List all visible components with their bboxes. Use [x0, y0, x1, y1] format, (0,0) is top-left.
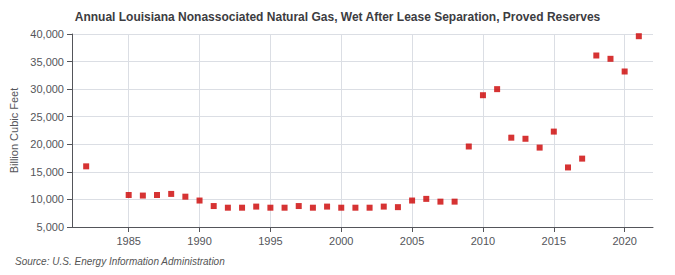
- svg-text:2000: 2000: [329, 235, 353, 247]
- svg-text:Source: U.S. Energy Informatio: Source: U.S. Energy Information Administ…: [15, 256, 225, 267]
- svg-text:5,000: 5,000: [36, 221, 64, 233]
- svg-text:1985: 1985: [116, 235, 140, 247]
- svg-text:30,000: 30,000: [30, 83, 64, 95]
- svg-text:2020: 2020: [612, 235, 636, 247]
- svg-text:20,000: 20,000: [30, 138, 64, 150]
- svg-text:1990: 1990: [187, 235, 211, 247]
- svg-text:2005: 2005: [400, 235, 424, 247]
- svg-text:25,000: 25,000: [30, 111, 64, 123]
- svg-text:2010: 2010: [471, 235, 495, 247]
- svg-text:15,000: 15,000: [30, 166, 64, 178]
- svg-text:2015: 2015: [542, 235, 566, 247]
- svg-text:10,000: 10,000: [30, 193, 64, 205]
- svg-text:1995: 1995: [258, 235, 282, 247]
- svg-text:Annual Louisiana Nonassociated: Annual Louisiana Nonassociated Natural G…: [75, 10, 601, 24]
- svg-text:40,000: 40,000: [30, 28, 64, 40]
- svg-text:35,000: 35,000: [30, 56, 64, 68]
- svg-text:Billion Cubic Feet: Billion Cubic Feet: [8, 88, 20, 174]
